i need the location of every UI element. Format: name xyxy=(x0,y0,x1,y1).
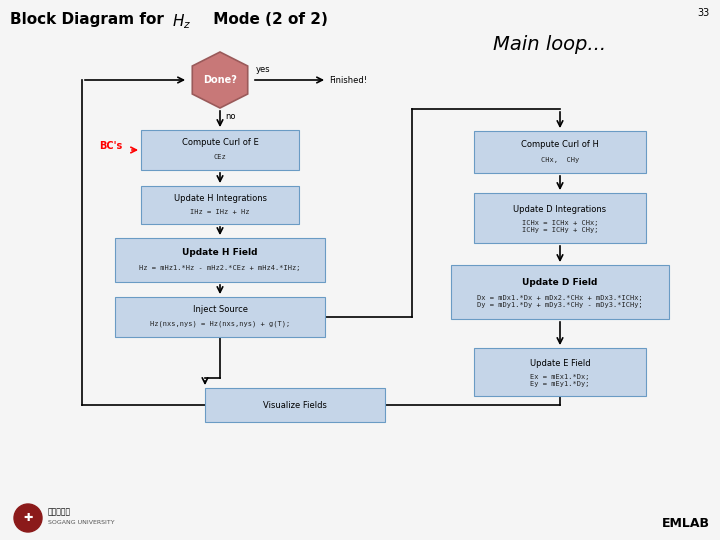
Circle shape xyxy=(14,504,42,532)
FancyBboxPatch shape xyxy=(141,130,299,170)
Text: Hz = mHz1.*Hz - mHz2.*CEz + mHz4.*IHz;: Hz = mHz1.*Hz - mHz2.*CEz + mHz4.*IHz; xyxy=(139,265,301,271)
Text: BC's: BC's xyxy=(99,141,122,151)
Text: Finished!: Finished! xyxy=(329,76,367,84)
Text: Compute Curl of E: Compute Curl of E xyxy=(181,138,258,147)
Text: ICHx = ICHx + CHx;
ICHy = ICHy + CHy;: ICHx = ICHx + CHx; ICHy = ICHy + CHy; xyxy=(522,220,598,233)
Text: IHz = IHz + Hz: IHz = IHz + Hz xyxy=(190,209,250,215)
Text: Update D Field: Update D Field xyxy=(522,278,598,287)
Text: Hz(nxs,nys) = Hz(nxs,nys) + g(T);: Hz(nxs,nys) = Hz(nxs,nys) + g(T); xyxy=(150,321,290,327)
Text: Compute Curl of H: Compute Curl of H xyxy=(521,140,599,149)
Text: Mode (2 of 2): Mode (2 of 2) xyxy=(208,12,328,27)
Polygon shape xyxy=(192,52,248,108)
Text: 33: 33 xyxy=(698,8,710,18)
Text: Dx = mDx1.*Dx + mDx2.*CHx + mDx3.*ICHx;
Dy = mDy1.*Dy + mDy3.*CHy - mDy3.*ICHy;: Dx = mDx1.*Dx + mDx2.*CHx + mDx3.*ICHx; … xyxy=(477,295,643,308)
FancyBboxPatch shape xyxy=(474,348,646,396)
Text: Inject Source: Inject Source xyxy=(192,305,248,314)
FancyBboxPatch shape xyxy=(115,297,325,337)
Text: Block Diagram for: Block Diagram for xyxy=(10,12,169,27)
Text: CEz: CEz xyxy=(214,154,226,160)
Text: EMLAB: EMLAB xyxy=(662,517,710,530)
Text: Ex = mEx1.*Dx;
Ey = mEy1.*Dy;: Ex = mEx1.*Dx; Ey = mEy1.*Dy; xyxy=(530,374,590,387)
Text: Visualize Fields: Visualize Fields xyxy=(263,401,327,409)
Text: Main loop...: Main loop... xyxy=(493,35,606,54)
Text: CHx,  CHy: CHx, CHy xyxy=(541,157,579,163)
Text: yes: yes xyxy=(256,65,271,74)
Text: no: no xyxy=(225,112,235,121)
FancyBboxPatch shape xyxy=(205,388,385,422)
Text: Update E Field: Update E Field xyxy=(530,359,590,368)
FancyBboxPatch shape xyxy=(115,238,325,282)
Text: ✚: ✚ xyxy=(23,513,32,523)
Text: Update D Integrations: Update D Integrations xyxy=(513,205,606,213)
Text: Done?: Done? xyxy=(203,75,237,85)
Text: SOGANG UNIVERSITY: SOGANG UNIVERSITY xyxy=(48,521,114,525)
Text: Update H Field: Update H Field xyxy=(182,247,258,256)
FancyBboxPatch shape xyxy=(474,131,646,173)
FancyBboxPatch shape xyxy=(474,193,646,243)
Text: 서강대학교: 서강대학교 xyxy=(48,508,71,516)
Text: Update H Integrations: Update H Integrations xyxy=(174,194,266,202)
Text: $H_z$: $H_z$ xyxy=(172,12,192,31)
FancyBboxPatch shape xyxy=(451,265,669,319)
FancyBboxPatch shape xyxy=(141,186,299,224)
